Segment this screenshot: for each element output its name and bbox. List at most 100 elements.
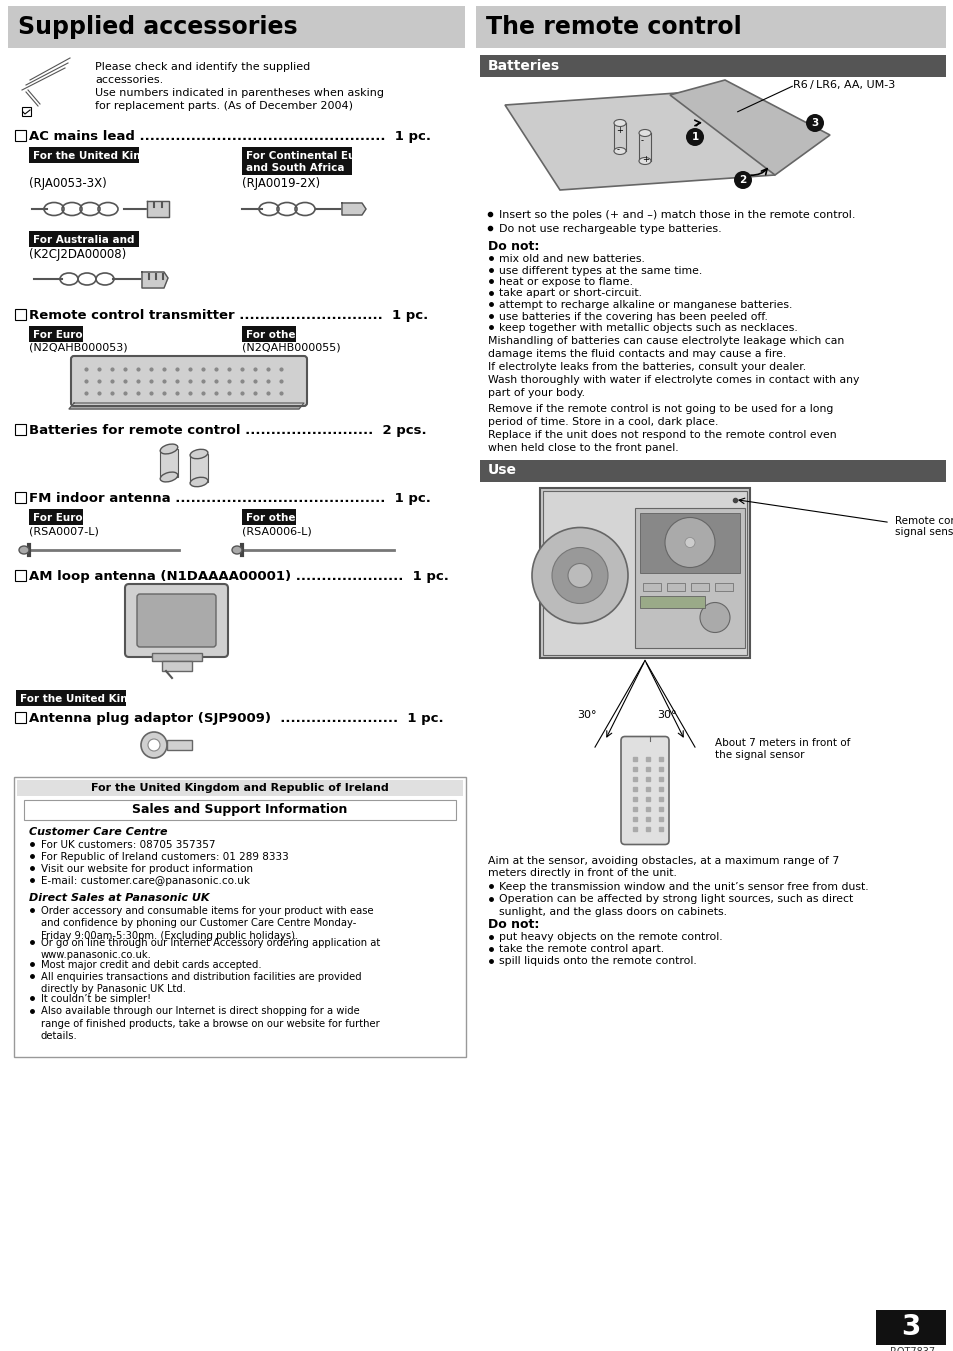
Text: R6 / LR6, AA, UM-3: R6 / LR6, AA, UM-3 — [792, 80, 894, 91]
Text: Remove if the remote control is not going to be used for a long
period of time. : Remove if the remote control is not goin… — [488, 404, 836, 453]
Bar — [242, 509, 296, 526]
Text: For the United Kingdom and Republic of Ireland: For the United Kingdom and Republic of I… — [91, 784, 389, 793]
Text: Most major credit and debit cards accepted.: Most major credit and debit cards accept… — [41, 959, 261, 970]
Bar — [24, 800, 456, 820]
Text: accessories.: accessories. — [95, 76, 163, 85]
Text: For the United Kingdom: For the United Kingdom — [33, 151, 173, 161]
Polygon shape — [669, 80, 829, 176]
Bar — [666, 582, 684, 590]
Text: FM indoor antenna .........................................  1 pc.: FM indoor antenna ......................… — [29, 492, 431, 505]
Text: (RSA0007-L): (RSA0007-L) — [29, 526, 99, 536]
Bar — [639, 512, 740, 573]
Bar — [29, 326, 84, 342]
Text: 30°: 30° — [657, 711, 676, 720]
Bar — [714, 582, 732, 590]
Bar — [15, 712, 27, 723]
Bar — [542, 490, 746, 654]
Text: 2: 2 — [739, 176, 746, 185]
Text: spill liquids onto the remote control.: spill liquids onto the remote control. — [498, 957, 696, 966]
Text: Use numbers indicated in parentheses when asking: Use numbers indicated in parentheses whe… — [95, 88, 384, 99]
Text: Keep the transmission window and the unit’s sensor free from dust.: Keep the transmission window and the uni… — [498, 881, 868, 892]
Text: Operation can be affected by strong light sources, such as direct
sunlight, and : Operation can be affected by strong ligh… — [498, 894, 852, 917]
Text: For others: For others — [246, 513, 307, 523]
Text: Use: Use — [488, 463, 517, 477]
Text: (K2CJ2DA00008): (K2CJ2DA00008) — [29, 249, 126, 261]
Polygon shape — [142, 272, 168, 288]
Text: For UK customers: 08705 357357: For UK customers: 08705 357357 — [41, 840, 215, 850]
Text: Also available through our Internet is direct shopping for a wide
range of finis: Also available through our Internet is d… — [41, 1006, 379, 1042]
Bar — [14, 777, 465, 1056]
FancyBboxPatch shape — [125, 584, 228, 657]
Text: For Europe: For Europe — [33, 513, 97, 523]
Text: (RJA0019-2X): (RJA0019-2X) — [242, 177, 320, 190]
Text: use different types at the same time.: use different types at the same time. — [498, 266, 701, 276]
Text: Remote control
signal sensor: Remote control signal sensor — [894, 516, 953, 538]
Bar — [17, 780, 462, 796]
Text: Order accessory and consumable items for your product with ease
and confidence b: Order accessory and consumable items for… — [41, 907, 374, 940]
Text: 3: 3 — [901, 1313, 920, 1342]
Text: It couldn’t be simpler!: It couldn’t be simpler! — [41, 994, 151, 1004]
Bar — [690, 582, 708, 590]
Text: mix old and new batteries.: mix old and new batteries. — [498, 254, 644, 263]
Text: Do not:: Do not: — [488, 919, 538, 931]
Text: Batteries: Batteries — [488, 59, 559, 73]
Text: AM loop antenna (N1DAAAA00001) .....................  1 pc.: AM loop antenna (N1DAAAA00001) .........… — [29, 570, 449, 584]
Text: Insert so the poles (+ and –) match those in the remote control.: Insert so the poles (+ and –) match thos… — [498, 209, 855, 220]
Text: For Continental Europe: For Continental Europe — [246, 151, 382, 161]
Bar — [22, 107, 30, 116]
Bar — [190, 454, 208, 482]
Bar — [639, 596, 704, 608]
Bar — [15, 308, 27, 319]
Text: (N2QAHB000053): (N2QAHB000053) — [29, 343, 128, 353]
Text: take the remote control apart.: take the remote control apart. — [498, 944, 663, 955]
Polygon shape — [147, 201, 169, 218]
Text: Batteries for remote control .........................  2 pcs.: Batteries for remote control ...........… — [29, 424, 426, 436]
Text: RQT7837: RQT7837 — [889, 1347, 934, 1351]
Bar — [160, 449, 178, 477]
Circle shape — [552, 547, 607, 604]
Bar — [479, 459, 945, 481]
Text: Sales and Support Information: Sales and Support Information — [132, 804, 347, 816]
Text: for replacement parts. (As of December 2004): for replacement parts. (As of December 2… — [95, 101, 353, 111]
Text: Direct Sales at Panasonic UK: Direct Sales at Panasonic UK — [29, 893, 210, 902]
Bar — [539, 488, 749, 658]
Text: (N2QAHB000055): (N2QAHB000055) — [242, 343, 340, 353]
FancyBboxPatch shape — [620, 736, 668, 844]
Text: For Europe: For Europe — [33, 330, 97, 340]
Bar — [642, 582, 660, 590]
Ellipse shape — [190, 450, 208, 459]
Text: 1: 1 — [691, 132, 698, 142]
Text: -: - — [640, 136, 643, 145]
Circle shape — [567, 563, 592, 588]
Text: The remote control: The remote control — [485, 15, 741, 39]
Bar — [479, 55, 945, 77]
Circle shape — [805, 113, 823, 132]
Bar — [29, 147, 139, 163]
Text: heat or expose to flame.: heat or expose to flame. — [498, 277, 633, 286]
Text: Visit our website for product information: Visit our website for product informatio… — [41, 865, 253, 874]
Circle shape — [684, 538, 695, 547]
Text: use batteries if the covering has been peeled off.: use batteries if the covering has been p… — [498, 312, 767, 322]
Polygon shape — [341, 203, 366, 215]
Bar — [476, 5, 945, 49]
Text: (RJA0053-3X): (RJA0053-3X) — [29, 177, 107, 190]
FancyBboxPatch shape — [137, 594, 215, 647]
Ellipse shape — [160, 444, 177, 454]
Circle shape — [148, 739, 160, 751]
Ellipse shape — [614, 147, 625, 154]
Bar — [167, 740, 192, 750]
Ellipse shape — [639, 130, 650, 136]
Polygon shape — [504, 91, 774, 190]
Ellipse shape — [614, 119, 625, 127]
Text: Please check and identify the supplied: Please check and identify the supplied — [95, 62, 310, 72]
Text: For Republic of Ireland customers: 01 289 8333: For Republic of Ireland customers: 01 28… — [41, 852, 289, 862]
Circle shape — [685, 128, 703, 146]
Polygon shape — [69, 403, 304, 409]
Text: keep together with metallic objects such as necklaces.: keep together with metallic objects such… — [498, 323, 797, 332]
Circle shape — [733, 172, 751, 189]
Bar — [162, 661, 192, 671]
Text: take apart or short-circuit.: take apart or short-circuit. — [498, 289, 641, 299]
Bar — [15, 492, 27, 503]
Text: Antenna plug adaptor (SJP9009)  .......................  1 pc.: Antenna plug adaptor (SJP9009) .........… — [29, 712, 443, 725]
Bar — [15, 423, 27, 435]
